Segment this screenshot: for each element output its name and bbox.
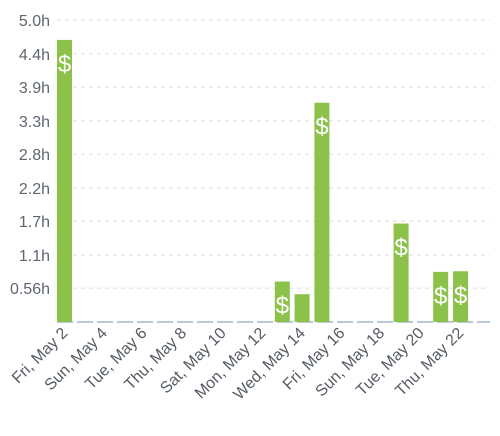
y-axis: 5.0h 4.4h 3.9h 3.3h 2.8h 2.2h 1.7h 1.1h 0.56h xyxy=(10,13,50,298)
bar[interactable] xyxy=(433,271,449,322)
bar[interactable] xyxy=(393,223,409,322)
billable-dollar-icon: $ xyxy=(276,293,289,320)
bar[interactable] xyxy=(294,294,310,322)
billable-dollar-icon: $ xyxy=(58,51,71,78)
billable-dollar-icon: $ xyxy=(315,114,328,141)
bar[interactable] xyxy=(57,39,72,322)
y-tick-label: 4.4h xyxy=(19,47,50,64)
y-tick-label: 3.3h xyxy=(19,114,50,131)
bar[interactable] xyxy=(314,102,330,322)
bars: $ $ $ $ $ $ xyxy=(57,39,468,322)
y-tick-label: 0.56h xyxy=(10,281,50,298)
y-tick-label: 2.2h xyxy=(19,181,50,198)
billable-dollar-icon: $ xyxy=(454,282,467,309)
grid-lines xyxy=(57,19,490,289)
y-tick-label: 1.1h xyxy=(19,248,50,265)
y-tick-label: 3.9h xyxy=(19,80,50,97)
bar[interactable] xyxy=(453,271,468,322)
y-tick-label: 2.8h xyxy=(19,147,50,164)
billable-dollar-icon: $ xyxy=(434,283,447,310)
billable-dollar-icon: $ xyxy=(394,235,407,262)
y-tick-label: 1.7h xyxy=(19,214,50,231)
y-tick-label: 5.0h xyxy=(19,13,50,30)
bar[interactable] xyxy=(274,281,290,322)
